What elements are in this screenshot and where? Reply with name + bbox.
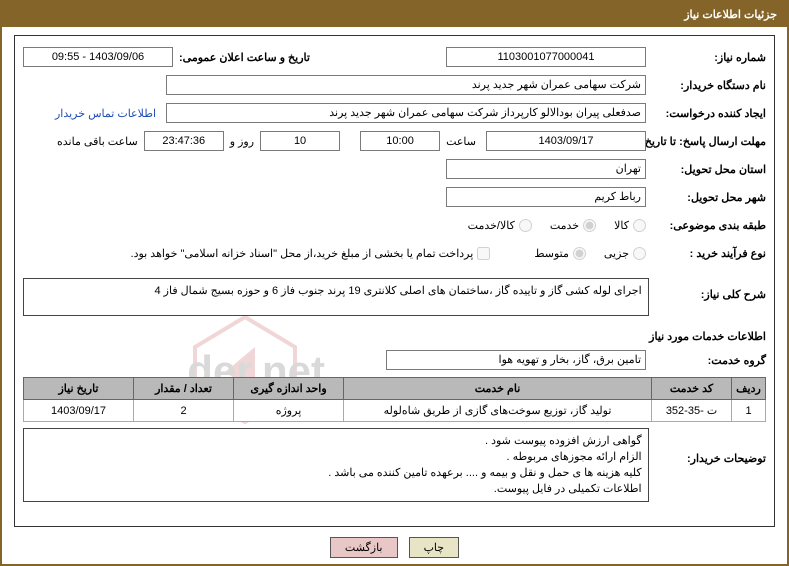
buyer-note-line2: الزام ارائه مجوزهای مربوطه . — [30, 449, 642, 465]
buyer-org-label: نام دستگاه خریدار: — [646, 79, 766, 92]
group-value: تامین برق، گاز، بخار و تهویه هوا — [386, 350, 646, 370]
requester-value: صدفعلی پیران بودالالو کارپرداز شرکت سهام… — [166, 103, 646, 123]
days-suffix: روز و — [230, 135, 254, 148]
province-label: استان محل تحویل: — [646, 163, 766, 176]
treasury-checkbox-text: پرداخت تمام یا بخشی از مبلغ خرید،از محل … — [131, 247, 474, 260]
cell-unit: پروژه — [234, 400, 344, 422]
need-number-value: 1103001077000041 — [446, 47, 646, 67]
services-header: اطلاعات خدمات مورد نیاز — [23, 330, 766, 343]
th-qty: تعداد / مقدار — [134, 378, 234, 400]
process-opt1-text: جزیی — [604, 247, 629, 260]
desc-text: اجرای لوله کشی گاز و تاییده گاز ،ساختمان… — [23, 278, 649, 316]
back-button[interactable]: بازگشت — [330, 537, 398, 558]
deadline-time: 10:00 — [360, 131, 440, 151]
category-label: طبقه بندی موضوعی: — [646, 219, 766, 232]
th-name: نام خدمت — [344, 378, 652, 400]
th-date: تاریخ نیاز — [24, 378, 134, 400]
remaining-label: ساعت باقی مانده — [57, 135, 138, 148]
process-label: نوع فرآیند خرید : — [646, 247, 766, 260]
buyer-notes-label: توضیحات خریدار: — [649, 428, 766, 465]
province-value: تهران — [446, 159, 646, 179]
print-button[interactable]: چاپ — [409, 537, 460, 558]
city-label: شهر محل تحویل: — [646, 191, 766, 204]
buyer-notes-text: گواهی ارزش افزوده پیوست شود . الزام ارائ… — [23, 428, 649, 502]
days-remaining: 10 — [260, 131, 340, 151]
cell-row: 1 — [732, 400, 766, 422]
th-code: کد خدمت — [652, 378, 732, 400]
category-opt-both[interactable]: کالا/خدمت — [468, 219, 532, 232]
cell-date: 1403/09/17 — [24, 400, 134, 422]
process-opt-minor[interactable]: جزیی — [604, 247, 646, 260]
deadline-date: 1403/09/17 — [486, 131, 646, 151]
treasury-checkbox[interactable]: پرداخت تمام یا بخشی از مبلغ خرید،از محل … — [131, 247, 491, 260]
announce-value: 1403/09/06 - 09:55 — [23, 47, 173, 67]
category-opt2-text: خدمت — [550, 219, 579, 232]
announce-label: تاریخ و ساعت اعلان عمومی: — [173, 51, 310, 64]
process-radios: جزیی متوسط — [520, 247, 646, 260]
deadline-time-label: ساعت — [446, 135, 476, 148]
services-table: ردیف کد خدمت نام خدمت واحد اندازه گیری ت… — [23, 377, 766, 422]
category-opt-kala[interactable]: کالا — [614, 219, 646, 232]
table-row: 1 ت -35-352 تولید گاز، توزیع سوخت‌های گا… — [24, 400, 766, 422]
desc-label: شرح کلی نیاز: — [649, 278, 766, 301]
buyer-org-value: شرکت سهامی عمران شهر جدید پرند — [166, 75, 646, 95]
buyer-note-line1: گواهی ارزش افزوده پیوست شود . — [30, 433, 642, 449]
buyer-contact-link[interactable]: اطلاعات تماس خریدار — [55, 107, 156, 120]
cell-name: تولید گاز، توزیع سوخت‌های گازی از طریق ش… — [344, 400, 652, 422]
buyer-note-line3: کلیه هزینه ها ی حمل و نقل و بیمه و .... … — [30, 465, 642, 481]
category-opt-khedmat[interactable]: خدمت — [550, 219, 596, 232]
deadline-label: مهلت ارسال پاسخ: تا تاریخ: — [646, 135, 766, 148]
th-unit: واحد اندازه گیری — [234, 378, 344, 400]
group-label: گروه خدمت: — [646, 354, 766, 367]
cell-code: ت -35-352 — [652, 400, 732, 422]
process-opt-medium[interactable]: متوسط — [534, 247, 586, 260]
city-value: رباط کریم — [446, 187, 646, 207]
category-opt1-text: کالا — [614, 219, 629, 232]
requester-label: ایجاد کننده درخواست: — [646, 107, 766, 120]
cell-qty: 2 — [134, 400, 234, 422]
category-opt3-text: کالا/خدمت — [468, 219, 515, 232]
panel-title: جزئیات اطلاعات نیاز — [2, 2, 787, 27]
th-row: ردیف — [732, 378, 766, 400]
category-radios: کالا خدمت کالا/خدمت — [454, 219, 646, 232]
buyer-note-line4: اطلاعات تکمیلی در فایل پیوست. — [30, 481, 642, 497]
need-number-label: شماره نیاز: — [646, 51, 766, 64]
process-opt2-text: متوسط — [534, 247, 569, 260]
countdown-timer: 23:47:36 — [144, 131, 224, 151]
